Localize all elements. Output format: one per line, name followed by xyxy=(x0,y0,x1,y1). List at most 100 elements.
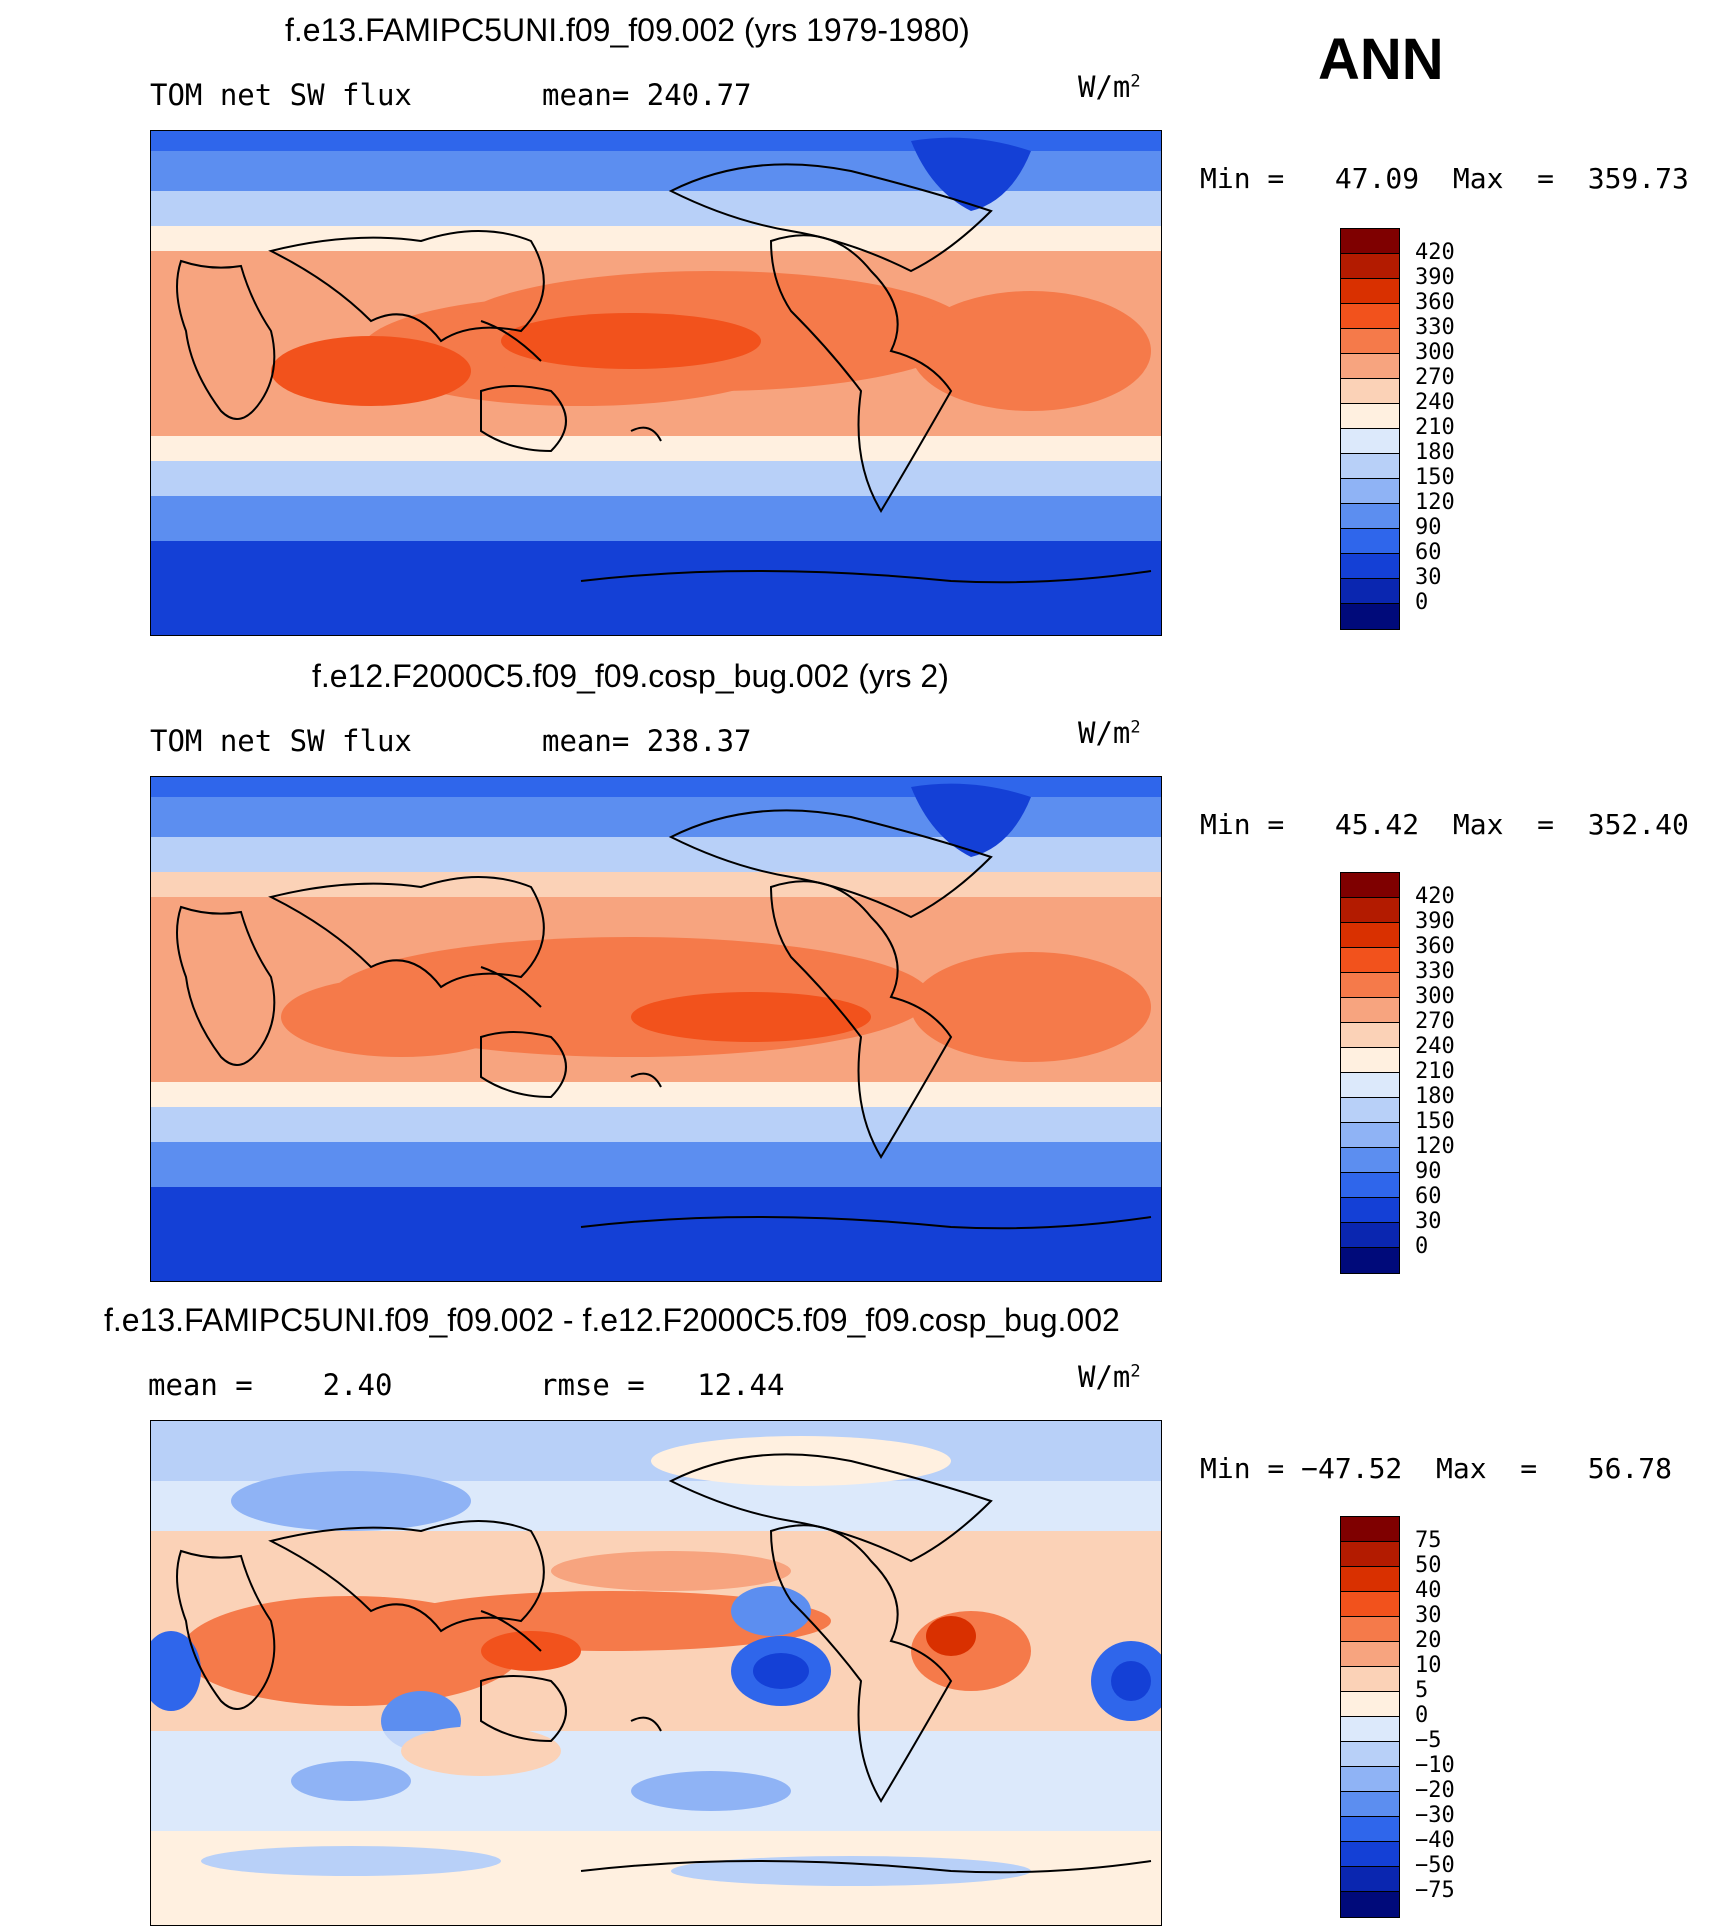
panel1-colorbar-tick: 150 xyxy=(1415,465,1455,490)
panel2-colorbar-tick: 270 xyxy=(1415,1009,1455,1034)
panel1-colorbar-swatch xyxy=(1341,454,1399,479)
panel3-colorbar-tick: 40 xyxy=(1415,1578,1442,1603)
panel1-colorbar-swatch xyxy=(1341,579,1399,604)
panel3-colorbar-swatch xyxy=(1341,1517,1399,1542)
panel1-mean-label: mean= 240.77 xyxy=(542,78,752,112)
panel2-colorbar-swatch xyxy=(1341,1023,1399,1048)
panel3-colorbar-tick: −10 xyxy=(1415,1753,1455,1778)
panel3-colorbar-tick: −30 xyxy=(1415,1803,1455,1828)
panel1-colorbar-tick: 240 xyxy=(1415,390,1455,415)
panel1-colorbar-tick: 420 xyxy=(1415,240,1455,265)
panel2-colorbar-swatch xyxy=(1341,1198,1399,1223)
panel3-colorbar-swatch xyxy=(1341,1642,1399,1667)
panel2-colorbar-tick: 0 xyxy=(1415,1234,1429,1259)
panel1-colorbar-swatch xyxy=(1341,229,1399,254)
panel2-colorbar-tick: 150 xyxy=(1415,1109,1455,1134)
panel2-colorbar-swatch xyxy=(1341,1148,1399,1173)
panel1-colorbar-swatch xyxy=(1341,554,1399,579)
panel1-colorbar-swatch xyxy=(1341,254,1399,279)
panel3-colorbar-swatch xyxy=(1341,1567,1399,1592)
panel2-colorbar-swatch xyxy=(1341,873,1399,898)
panel1-colorbar-swatch xyxy=(1341,329,1399,354)
panel1-colorbar-swatch xyxy=(1341,279,1399,304)
panel1-colorbar-tick: 60 xyxy=(1415,540,1442,565)
panel3-colorbar-tick: 0 xyxy=(1415,1703,1429,1728)
panel2-colorbar-tick: 180 xyxy=(1415,1084,1455,1109)
panel1-colorbar-tick: 300 xyxy=(1415,340,1455,365)
panel1-colorbar-swatch xyxy=(1341,354,1399,379)
panel3-mean-label: mean = 2.40 xyxy=(148,1368,393,1402)
panel3-colorbar-tick: −5 xyxy=(1415,1728,1442,1753)
season-label: ANN xyxy=(1318,27,1444,92)
panel3-colorbar xyxy=(1340,1516,1400,1918)
panel1-colorbar-swatch xyxy=(1341,304,1399,329)
panel3-colorbar-tick: 30 xyxy=(1415,1603,1442,1628)
panel3-colorbar-swatch xyxy=(1341,1817,1399,1842)
panel2-map xyxy=(150,776,1162,1282)
panel1-colorbar-tick: 390 xyxy=(1415,265,1455,290)
panel2-colorbar-tick: 420 xyxy=(1415,884,1455,909)
panel3-colorbar-tick: −50 xyxy=(1415,1853,1455,1878)
panel3-colorbar-tick: 10 xyxy=(1415,1653,1442,1678)
panel1-colorbar xyxy=(1340,228,1400,630)
panel3-colorbar-swatch xyxy=(1341,1617,1399,1642)
panel3-colorbar-swatch xyxy=(1341,1767,1399,1792)
panel1-colorbar-swatch xyxy=(1341,504,1399,529)
panel3-colorbar-swatch xyxy=(1341,1892,1399,1917)
panel1-units: W/m2 xyxy=(1078,70,1141,104)
panel2-mean-label: mean= 238.37 xyxy=(542,724,752,758)
panel2-colorbar-tick: 240 xyxy=(1415,1034,1455,1059)
panel2-colorbar-swatch xyxy=(1341,1048,1399,1073)
panel3-units: W/m2 xyxy=(1078,1360,1141,1394)
panel3-colorbar-swatch xyxy=(1341,1542,1399,1567)
panel3-colorbar-swatch xyxy=(1341,1717,1399,1742)
panel1-colorbar-tick: 90 xyxy=(1415,515,1442,540)
panel1-colorbar-swatch xyxy=(1341,429,1399,454)
panel2-colorbar-swatch xyxy=(1341,998,1399,1023)
panel3-colorbar-tick: −20 xyxy=(1415,1778,1455,1803)
panel3-colorbar-swatch xyxy=(1341,1792,1399,1817)
panel2-colorbar-swatch xyxy=(1341,1173,1399,1198)
panel3-colorbar-swatch xyxy=(1341,1667,1399,1692)
panel1-colorbar-swatch xyxy=(1341,379,1399,404)
panel3-colorbar-swatch xyxy=(1341,1692,1399,1717)
panel2-colorbar-swatch xyxy=(1341,1248,1399,1273)
panel1-minmax: Min = 47.09 Max = 359.73 xyxy=(1200,162,1689,195)
panel1-colorbar-tick: 180 xyxy=(1415,440,1455,465)
panel3-title: f.e13.FAMIPC5UNI.f09_f09.002 - f.e12.F20… xyxy=(104,1302,1120,1338)
panel1-colorbar-tick: 330 xyxy=(1415,315,1455,340)
panel2-colorbar-tick: 90 xyxy=(1415,1159,1442,1184)
panel2-colorbar-swatch xyxy=(1341,1098,1399,1123)
panel2-colorbar-tick: 300 xyxy=(1415,984,1455,1009)
panel3-colorbar-swatch xyxy=(1341,1592,1399,1617)
panel3-colorbar-swatch xyxy=(1341,1842,1399,1867)
panel2-colorbar-tick: 330 xyxy=(1415,959,1455,984)
panel1-colorbar-tick: 210 xyxy=(1415,415,1455,440)
panel1-map xyxy=(150,130,1162,636)
panel2-minmax: Min = 45.42 Max = 352.40 xyxy=(1200,808,1689,841)
panel1-colorbar-swatch xyxy=(1341,479,1399,504)
panel2-colorbar xyxy=(1340,872,1400,1274)
panel3-colorbar-tick: 5 xyxy=(1415,1678,1429,1703)
panel3-colorbar-tick: 75 xyxy=(1415,1528,1442,1553)
panel1-colorbar-tick: 0 xyxy=(1415,590,1429,615)
panel2-colorbar-swatch xyxy=(1341,1123,1399,1148)
panel1-colorbar-tick: 30 xyxy=(1415,565,1442,590)
panel2-colorbar-tick: 390 xyxy=(1415,909,1455,934)
panel3-colorbar-tick: 50 xyxy=(1415,1553,1442,1578)
panel2-colorbar-swatch xyxy=(1341,948,1399,973)
panel1-colorbar-tick: 360 xyxy=(1415,290,1455,315)
panel2-colorbar-tick: 210 xyxy=(1415,1059,1455,1084)
panel2-colorbar-swatch xyxy=(1341,1223,1399,1248)
panel2-variable-label: TOM net SW flux xyxy=(150,724,412,758)
panel3-minmax: Min = −47.52 Max = 56.78 xyxy=(1200,1452,1673,1485)
panel3-colorbar-swatch xyxy=(1341,1867,1399,1892)
panel3-rmse-label: rmse = 12.44 xyxy=(540,1368,785,1402)
panel2-colorbar-tick: 30 xyxy=(1415,1209,1442,1234)
panel3-map xyxy=(150,1420,1162,1926)
panel1-colorbar-swatch xyxy=(1341,529,1399,554)
panel2-colorbar-tick: 120 xyxy=(1415,1134,1455,1159)
panel1-title: f.e13.FAMIPC5UNI.f09_f09.002 (yrs 1979-1… xyxy=(285,12,970,48)
panel2-colorbar-tick: 360 xyxy=(1415,934,1455,959)
panel2-colorbar-swatch xyxy=(1341,1073,1399,1098)
